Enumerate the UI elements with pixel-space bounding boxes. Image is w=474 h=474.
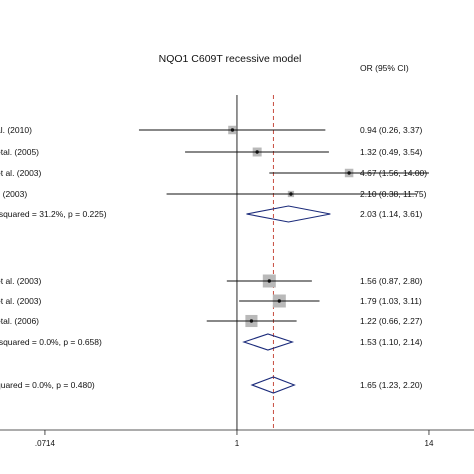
study-ci-text: 0.94 (0.26, 3.37): [360, 125, 423, 135]
study-ci-text: 1.22 (0.66, 2.27): [360, 316, 423, 326]
overall-ci-text: 1.65 (1.23, 2.20): [360, 380, 423, 390]
overall-diamond: [250, 376, 296, 394]
subtotal-ci-text: 2.03 (1.14, 3.61): [360, 209, 423, 219]
x-tick-label: .0714: [35, 439, 56, 448]
study-point: [249, 319, 254, 323]
study-label: l. (2003): [0, 189, 27, 199]
study-point: [277, 299, 282, 303]
study-label: etal. (2005): [0, 147, 39, 157]
study-label: et al. (2003): [0, 276, 42, 286]
subtotal-diamond: [246, 205, 331, 223]
subtotal-ci-text: 1.53 (1.10, 2.14): [360, 337, 423, 347]
study-point: [347, 171, 351, 175]
subtotal-label: -squared = 0.0%, p = 0.658): [0, 337, 102, 347]
ci-column-header: OR (95% CI): [360, 63, 409, 73]
chart-title: NQO1 C609T recessive model: [159, 53, 302, 65]
study-label: et al. (2003): [0, 296, 42, 306]
study-label: etal. (2006): [0, 316, 39, 326]
study-ci-text: 1.32 (0.49, 3.54): [360, 147, 423, 157]
overall-label: quared = 0.0%, p = 0.480): [0, 380, 95, 390]
study-label: al. (2010): [0, 125, 32, 135]
study-point: [267, 279, 272, 283]
study-point: [230, 128, 235, 132]
study-ci-text: 1.79 (1.03, 3.11): [360, 296, 422, 306]
x-tick-label: 14: [425, 439, 434, 448]
study-point: [289, 192, 293, 196]
x-tick-label: 1: [235, 439, 240, 448]
study-ci-text: 1.56 (0.87, 2.80): [360, 276, 423, 286]
subtotal-label: -squared = 31.2%, p = 0.225): [0, 209, 107, 219]
subtotal-diamond: [242, 333, 295, 351]
study-label: et al. (2003): [0, 168, 42, 178]
study-point: [255, 150, 259, 154]
